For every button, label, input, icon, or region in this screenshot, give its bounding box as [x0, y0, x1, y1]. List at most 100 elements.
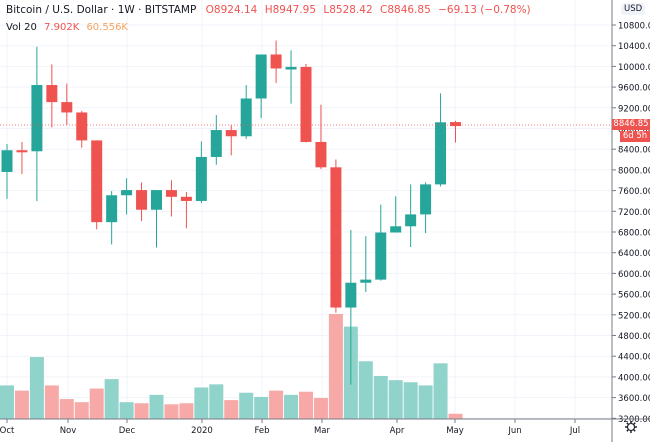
volume-bar — [328, 314, 343, 419]
volume-bars — [0, 314, 463, 419]
price-tick-label: 6000.00 — [618, 270, 650, 280]
price-tick-label: 3200.00 — [618, 415, 650, 425]
volume-bar — [134, 403, 149, 419]
countdown-tag: 6d 5h — [620, 131, 650, 142]
volume-bar — [239, 392, 254, 419]
candle — [76, 112, 88, 141]
candle — [360, 279, 372, 283]
candle — [345, 282, 357, 308]
low-value: L8528.42 — [323, 4, 373, 16]
high-value: H8947.95 — [264, 4, 317, 16]
candle — [285, 66, 297, 70]
price-tick-label: 10400.00 — [618, 42, 650, 52]
price-tick-label: 10000.00 — [618, 63, 650, 73]
candle — [450, 122, 461, 127]
volume-bar — [14, 390, 29, 419]
volume-bar — [403, 382, 418, 419]
time-tick-label: Jul — [569, 426, 580, 436]
price-tick-label: 8800.00 — [618, 125, 650, 135]
price-tick-label: 10800.00 — [618, 22, 650, 32]
price-tick-label: 9600.00 — [618, 84, 650, 94]
candle — [121, 190, 133, 196]
chart-legend: Bitcoin / U.S. Dollar · 1W · BITSTAMP O8… — [6, 4, 531, 16]
candles — [1, 40, 461, 385]
price-tick-label: 3600.00 — [618, 394, 650, 404]
volume-label[interactable]: Vol 20 — [6, 22, 37, 33]
settings-gear-icon[interactable] — [625, 421, 637, 433]
candle — [300, 66, 312, 142]
symbol-title[interactable]: Bitcoin / U.S. Dollar · 1W · BITSTAMP — [6, 4, 197, 16]
price-tick-label: 6400.00 — [618, 249, 650, 259]
time-tick-label: Feb — [254, 426, 269, 436]
candle — [1, 150, 13, 172]
candle — [151, 190, 162, 210]
volume-bar — [313, 398, 328, 419]
candle — [91, 140, 103, 223]
candle — [46, 85, 58, 103]
price-tick-label: 5200.00 — [618, 311, 650, 321]
time-axis[interactable]: Oct Nov Dec 2020 Feb Mar Apr May Jun Jul — [0, 419, 580, 436]
candle — [165, 190, 177, 197]
volume-bar — [194, 387, 209, 419]
price-tick-label: 6800.00 — [618, 229, 650, 239]
volume-bar — [29, 357, 44, 419]
volume-bar — [119, 402, 134, 419]
candle — [195, 156, 207, 201]
price-axis[interactable]: 10800.00 10400.00 10000.00 9600.00 9200.00 88… — [612, 22, 650, 425]
volume-bar — [0, 385, 14, 419]
volume-bar — [74, 402, 89, 419]
candle — [31, 85, 43, 152]
candle — [270, 54, 282, 69]
time-tick-label: Jun — [507, 426, 521, 436]
candle — [330, 167, 342, 308]
volume-bar — [149, 394, 164, 419]
time-tick-label: Mar — [314, 426, 331, 436]
price-tick-label: 4400.00 — [618, 353, 650, 363]
candle — [405, 214, 417, 227]
volume-bar — [418, 385, 433, 419]
currency-label[interactable]: USD — [621, 3, 646, 15]
volume-bar — [448, 413, 463, 419]
candle — [180, 196, 192, 201]
volume-bar — [44, 385, 59, 419]
candle — [375, 232, 387, 280]
price-tick-label: 8400.00 — [618, 146, 650, 156]
volume-bar — [373, 375, 388, 419]
candle — [136, 190, 148, 210]
price-tick-label: 4000.00 — [618, 373, 650, 383]
volume-bar — [209, 384, 224, 419]
candle — [16, 150, 28, 153]
price-tick-label: 7600.00 — [618, 187, 650, 197]
candle — [420, 184, 432, 215]
change-value: −69.13 (−0.78%) — [438, 4, 531, 16]
grid-lines — [0, 0, 612, 419]
candle — [240, 98, 252, 137]
candle — [225, 130, 237, 137]
candle — [210, 130, 222, 157]
candle — [315, 141, 327, 168]
volume-bar — [254, 396, 269, 419]
candle — [390, 226, 402, 233]
candle — [255, 54, 267, 99]
volume-legend: Vol 20 7.902K 60.556K — [6, 22, 128, 33]
volume-bar — [104, 379, 119, 419]
close-value: C8846.85 — [380, 4, 431, 16]
time-tick-label: May — [446, 426, 464, 436]
volume-bar — [299, 391, 313, 419]
volume-bar — [89, 388, 104, 419]
price-tick-label: 5600.00 — [618, 291, 650, 301]
price-tick-label: 8000.00 — [618, 166, 650, 176]
time-tick-label: Dec — [119, 426, 136, 436]
time-tick-label: Nov — [60, 426, 77, 436]
volume-bar — [164, 404, 179, 419]
open-value: O8924.14 — [205, 4, 258, 16]
last-price-tag: 8846.85 — [612, 119, 650, 130]
price-tick-label: 7200.00 — [618, 208, 650, 218]
candle — [61, 102, 73, 113]
volume-value: 7.902K — [44, 22, 80, 33]
time-tick-label: Oct — [0, 426, 15, 436]
time-tick-label: Apr — [390, 426, 405, 436]
price-tick-label: 4800.00 — [618, 332, 650, 342]
volume-bar — [59, 399, 74, 419]
